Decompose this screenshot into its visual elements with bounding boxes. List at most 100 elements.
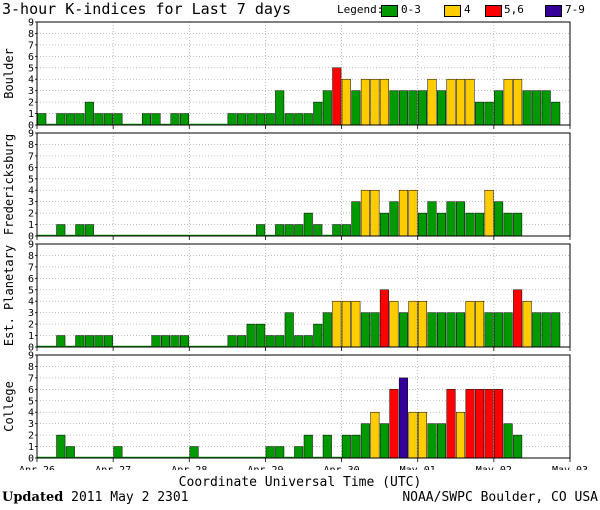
k-index-bar — [76, 336, 85, 347]
y-tick-label: 1 — [28, 331, 34, 342]
k-index-bar — [551, 313, 560, 347]
k-index-bar — [57, 435, 66, 458]
k-index-bar — [399, 313, 408, 347]
k-index-bar — [523, 301, 532, 347]
k-index-bar — [247, 324, 256, 347]
k-index-bar — [294, 336, 303, 347]
k-index-bar — [409, 190, 418, 236]
k-index-bar — [85, 336, 94, 347]
k-index-bar — [380, 424, 389, 458]
k-index-bar — [104, 114, 113, 125]
k-index-bar — [409, 91, 418, 125]
k-index-bar — [418, 91, 427, 125]
k-index-bar — [447, 313, 456, 347]
k-index-bar — [513, 435, 522, 458]
k-index-bar — [342, 301, 351, 347]
k-index-bar — [523, 91, 532, 125]
k-index-bar — [352, 301, 361, 347]
k-index-bar — [333, 68, 342, 125]
x-tick-label: Apr 29 — [247, 465, 283, 470]
k-index-bar — [456, 313, 465, 347]
y-tick-label: 5 — [28, 174, 34, 185]
k-index-bar — [237, 336, 246, 347]
y-tick-label: 7 — [28, 373, 34, 384]
k-index-bar — [114, 447, 123, 458]
k-index-bar — [180, 336, 189, 347]
y-tick-label: 9 — [28, 129, 34, 140]
k-index-bar — [504, 213, 513, 236]
k-index-bar — [542, 91, 551, 125]
k-index-bar — [285, 313, 294, 347]
y-tick-label: 9 — [28, 18, 34, 29]
y-tick-label: 9 — [28, 351, 34, 362]
k-index-bar — [66, 114, 75, 125]
k-index-bar — [38, 114, 47, 125]
y-tick-label: 4 — [28, 75, 34, 86]
k-index-bar — [475, 102, 484, 125]
k-index-bar — [314, 324, 323, 347]
k-index-bar — [152, 114, 161, 125]
k-index-bar — [380, 290, 389, 347]
k-index-bar — [180, 114, 189, 125]
x-tick-label: Apr 26 — [19, 465, 55, 470]
k-index-bar — [390, 301, 399, 347]
k-index-bar — [266, 114, 275, 125]
k-index-bar — [475, 301, 484, 347]
k-index-bar — [447, 389, 456, 458]
k-index-bar — [542, 313, 551, 347]
k-index-bar — [304, 336, 313, 347]
k-index-bar — [437, 313, 446, 347]
k-index-bar — [275, 336, 284, 347]
k-index-bar — [275, 447, 284, 458]
k-index-bar — [323, 313, 332, 347]
k-index-bar — [475, 213, 484, 236]
k-index-bar — [275, 91, 284, 125]
k-index-bar — [485, 190, 494, 236]
k-index-bar — [256, 114, 265, 125]
k-index-bar — [294, 114, 303, 125]
k-index-bar — [57, 114, 66, 125]
panel-name-2: Est. Planetary — [2, 245, 16, 346]
y-tick-label: 2 — [28, 320, 34, 331]
y-tick-label: 8 — [28, 362, 34, 373]
k-index-bar — [304, 213, 313, 236]
k-index-bar — [390, 91, 399, 125]
y-tick-label: 8 — [28, 140, 34, 151]
y-tick-label: 1 — [28, 442, 34, 453]
k-index-bar — [361, 79, 370, 125]
y-tick-label: 9 — [28, 240, 34, 251]
k-index-bar — [494, 313, 503, 347]
y-tick-label: 1 — [28, 109, 34, 120]
k-index-bar — [399, 91, 408, 125]
k-index-bar — [304, 114, 313, 125]
x-axis-label: Coordinate Universal Time (UTC) — [0, 475, 600, 490]
k-index-bar — [532, 91, 541, 125]
y-tick-label: 1 — [28, 220, 34, 231]
k-index-bar — [504, 424, 513, 458]
y-tick-label: 4 — [28, 186, 34, 197]
y-tick-label: 7 — [28, 151, 34, 162]
k-index-bar — [285, 225, 294, 236]
k-index-bar — [342, 435, 351, 458]
x-tick-label: May 01 — [400, 465, 436, 470]
k-index-bar — [494, 91, 503, 125]
y-tick-label: 2 — [28, 98, 34, 109]
k-index-bar — [485, 102, 494, 125]
k-index-bar — [352, 91, 361, 125]
k-index-bar — [152, 336, 161, 347]
k-index-bar — [485, 313, 494, 347]
y-tick-label: 8 — [28, 251, 34, 262]
k-index-bar — [418, 213, 427, 236]
k-index-bar — [380, 213, 389, 236]
y-tick-label: 3 — [28, 308, 34, 319]
k-index-bar — [466, 213, 475, 236]
k-index-bar — [352, 202, 361, 236]
k-index-bar — [342, 79, 351, 125]
panel-name-0: Boulder — [2, 48, 16, 99]
k-index-bar — [371, 79, 380, 125]
k-index-bar — [190, 447, 199, 458]
k-index-bar — [57, 336, 66, 347]
y-tick-label: 6 — [28, 274, 34, 285]
k-index-bar — [361, 424, 370, 458]
k-index-bar — [256, 225, 265, 236]
